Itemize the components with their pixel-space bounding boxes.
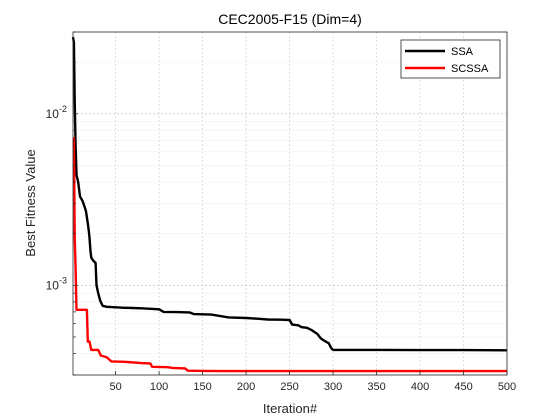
x-tick-label: 100 bbox=[150, 381, 168, 393]
x-tick-label: 450 bbox=[454, 381, 472, 393]
series-line-scssa bbox=[72, 137, 507, 373]
legend-box bbox=[400, 39, 501, 79]
legend: SSA SCSSA bbox=[400, 39, 501, 79]
grid-layer bbox=[73, 31, 508, 376]
y-tick-label: 10-3 bbox=[46, 275, 67, 292]
legend-label-ssa: SSA bbox=[451, 46, 474, 58]
tick-layer: 50 100 150 200 250 300 350 400 450 500 10-3 10-2 bbox=[46, 31, 516, 393]
x-tick-label: 150 bbox=[193, 381, 211, 393]
legend-label-scssa: SCSSA bbox=[451, 63, 489, 75]
x-axis-label: Iteration# bbox=[263, 401, 318, 416]
x-tick-label: 500 bbox=[498, 381, 516, 393]
x-tick-label: 350 bbox=[367, 381, 385, 393]
series-layer bbox=[71, 36, 508, 373]
x-tick-label: 400 bbox=[411, 381, 429, 393]
x-tick-label: 50 bbox=[109, 381, 121, 393]
y-tick-label: 10-2 bbox=[46, 104, 67, 121]
x-tick-label: 250 bbox=[280, 381, 298, 393]
y-axis-label: Best Fitness Value bbox=[23, 149, 38, 256]
x-tick-label: 300 bbox=[324, 381, 342, 393]
series-line-ssa bbox=[71, 36, 508, 352]
chart-title: CEC2005-F15 (Dim=4) bbox=[218, 11, 362, 27]
x-tick-label: 200 bbox=[237, 381, 255, 393]
